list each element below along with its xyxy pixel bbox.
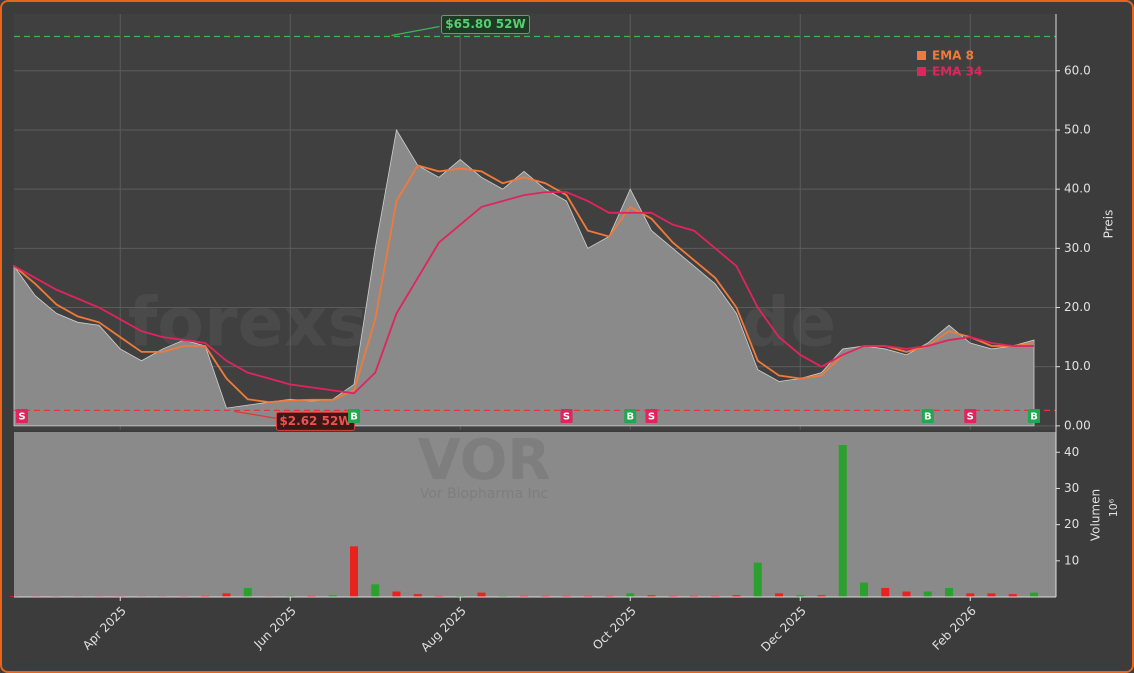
y-tick-label: 20 bbox=[1064, 517, 1079, 531]
volume-bar bbox=[626, 593, 635, 597]
x-tick-label: Aug 2025 bbox=[418, 604, 469, 655]
x-tick-label: Jun 2025 bbox=[251, 604, 299, 652]
volume-bar bbox=[583, 595, 592, 597]
volume-bar bbox=[1008, 594, 1017, 597]
volume-bar bbox=[201, 595, 210, 597]
volume-bar bbox=[775, 593, 783, 597]
signal-label: S bbox=[563, 412, 570, 423]
volume-bar bbox=[923, 591, 932, 597]
y-axis-label: Preis bbox=[1102, 210, 1116, 239]
volume-bar bbox=[371, 584, 380, 597]
legend-swatch bbox=[917, 67, 926, 76]
legend-swatch bbox=[917, 51, 926, 60]
signal-label: S bbox=[18, 412, 25, 423]
volume-bar bbox=[647, 595, 656, 597]
ticker: VOR bbox=[417, 428, 550, 493]
volume-bar bbox=[902, 591, 911, 597]
low-arrow bbox=[234, 410, 277, 419]
volume-bar bbox=[477, 592, 486, 597]
legend-label: EMA 8 bbox=[932, 49, 974, 63]
volume-bar bbox=[753, 562, 762, 597]
y-tick-label: 10.0 bbox=[1064, 359, 1091, 373]
volume-bar bbox=[307, 595, 316, 597]
volume-bar bbox=[817, 595, 826, 597]
y-tick-label: 30.0 bbox=[1064, 241, 1091, 255]
volume-bar bbox=[966, 593, 975, 597]
volume-bar bbox=[881, 587, 890, 597]
volume-bar bbox=[222, 593, 231, 597]
high-label-box bbox=[441, 14, 530, 34]
signal-box bbox=[645, 409, 658, 423]
x-tick-label: Dec 2025 bbox=[758, 604, 809, 655]
signal-box bbox=[348, 409, 360, 423]
signal-label: S bbox=[648, 412, 655, 423]
volume-bar bbox=[668, 595, 677, 597]
high-arrow bbox=[391, 25, 440, 37]
volume-bar bbox=[520, 595, 528, 597]
volume-bar bbox=[1030, 592, 1038, 597]
signal-label: B bbox=[924, 412, 932, 423]
volume-scale-label: 10⁶ bbox=[1107, 498, 1120, 517]
volume-panel bbox=[14, 432, 1056, 597]
volume-bar bbox=[562, 595, 571, 597]
x-tick-label: Apr 2025 bbox=[80, 604, 129, 653]
signal-box bbox=[16, 409, 28, 423]
volume-bar bbox=[987, 593, 996, 597]
y-tick-label: 30 bbox=[1064, 481, 1079, 495]
volume-bar bbox=[392, 591, 401, 597]
signal-label: B bbox=[1030, 412, 1038, 423]
signal-label: B bbox=[626, 412, 634, 423]
high-label: $65.80 52W bbox=[445, 17, 525, 31]
volume-bar bbox=[413, 594, 422, 597]
volume-bar bbox=[860, 582, 868, 597]
company: Vor Biopharma Inc bbox=[420, 486, 549, 502]
y-tick-label: 0.00 bbox=[1064, 418, 1091, 432]
signal-box bbox=[624, 409, 637, 423]
y-tick-label: 10 bbox=[1064, 553, 1079, 567]
volume-bar bbox=[541, 595, 550, 597]
signal-box bbox=[921, 409, 934, 423]
signal-label: B bbox=[350, 412, 358, 423]
volume-bar bbox=[711, 595, 720, 597]
signal-box bbox=[964, 409, 977, 423]
signal-box bbox=[1028, 409, 1040, 423]
volume-bar bbox=[796, 595, 805, 597]
signal-label: S bbox=[967, 412, 974, 423]
x-tick-label: Oct 2025 bbox=[590, 604, 639, 653]
y-tick-label: 40.0 bbox=[1064, 182, 1091, 196]
volume-bar bbox=[328, 595, 337, 597]
volume-bar bbox=[732, 595, 741, 597]
y-tick-label: 20.0 bbox=[1064, 300, 1091, 314]
volume-bar bbox=[498, 595, 507, 597]
volume-bar bbox=[838, 445, 847, 597]
y-tick-label: 60.0 bbox=[1064, 63, 1091, 77]
volume-bar bbox=[286, 595, 295, 597]
volume-bar bbox=[243, 587, 252, 597]
x-tick-label: Feb 2026 bbox=[930, 604, 979, 653]
volume-bar bbox=[350, 546, 358, 597]
volume-bar bbox=[690, 595, 698, 597]
volume-axis-label: Volumen bbox=[1089, 489, 1103, 541]
low-label: $2.62 52W bbox=[279, 414, 351, 428]
ema-line bbox=[13, 191, 1034, 395]
signal-box bbox=[560, 409, 573, 423]
legend-label: EMA 34 bbox=[932, 65, 982, 79]
y-tick-label: 40 bbox=[1064, 445, 1079, 459]
volume-bar bbox=[605, 595, 613, 597]
volume-bar bbox=[945, 587, 953, 597]
volume-bar bbox=[435, 595, 443, 597]
y-tick-label: 50.0 bbox=[1064, 122, 1091, 136]
volume-bar bbox=[456, 595, 465, 597]
